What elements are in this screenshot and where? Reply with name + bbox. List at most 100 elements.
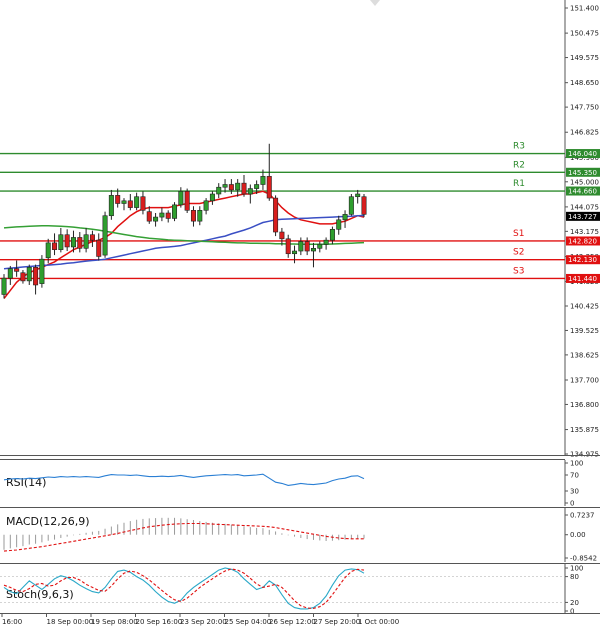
price-tick-label: 145.000 (570, 178, 599, 186)
candle-body (96, 239, 102, 257)
current-price-value: 143.727 (568, 213, 597, 221)
indicator-tick-label: 0.7237 (570, 512, 595, 520)
candle-body (52, 242, 58, 250)
time-tick-label: 1 Oct 00:00 (358, 618, 399, 626)
candle-body (83, 234, 89, 249)
rsi-line (3, 473, 365, 486)
candle-body (247, 188, 253, 195)
price-tick-label: 147.750 (570, 104, 599, 112)
price-tick-label: 135.875 (570, 426, 599, 434)
candle-body (26, 267, 32, 282)
time-tick-label: 23 Sep 20:00 (180, 618, 227, 626)
candle-body (216, 186, 222, 195)
time-tick-label: 26 Sep 12:00 (269, 618, 316, 626)
stoch-plot (0, 567, 565, 610)
price-tick-label: 150.475 (570, 30, 599, 38)
current-price-box (566, 211, 600, 221)
candle-body (153, 216, 159, 222)
candle-body (336, 219, 342, 230)
pivot-tag-r1 (566, 186, 600, 196)
candle-body (298, 241, 304, 252)
candle-body (310, 248, 316, 252)
pivot-value-r2: 145.350 (568, 169, 597, 177)
macd-plot (3, 517, 365, 552)
candle-body (317, 243, 323, 249)
candle-body (33, 267, 39, 286)
candle-body (241, 182, 247, 195)
candle-body (159, 212, 165, 218)
candle-body (323, 239, 329, 245)
candle-body (355, 193, 361, 198)
candle-body (14, 268, 20, 272)
candle-body (70, 237, 76, 248)
candle-body (178, 190, 184, 206)
stoch-d-line (3, 568, 365, 609)
candle-body (348, 196, 354, 215)
candle-body (329, 229, 335, 241)
macd-signal-line (3, 522, 364, 552)
candle-body (1, 277, 7, 295)
candle-body (140, 196, 146, 211)
price-plot-area (0, 0, 565, 455)
macd-title: MACD(12,26,9) (6, 515, 90, 528)
pivot-value-s1: 142.820 (568, 237, 597, 245)
macd-axis-ticks: 0.7237 0.00 -0.8542 (565, 512, 597, 563)
indicator-tick-label: 80 (570, 573, 579, 581)
time-tick-label: 18 Sep 00:00 (47, 618, 94, 626)
moving-average-line (3, 225, 365, 245)
candle-body (184, 190, 190, 211)
price-tick-label: 134.975 (570, 451, 599, 459)
time-tick-label: 25 Sep 04:00 (225, 618, 272, 626)
candle-body (190, 209, 196, 222)
candlesticks (1, 143, 367, 299)
indicator-tick-label: 70 (570, 472, 579, 480)
stoch-k-line (3, 567, 365, 610)
candle-body (172, 204, 178, 219)
macd-panel[interactable]: MACD(12,26,9) 0.7237 0.00 -0.8542 (3, 508, 597, 563)
candle-body (115, 195, 121, 204)
moving-average-line (3, 214, 365, 270)
pivot-tag-r3 (566, 149, 600, 159)
candle-body (102, 215, 108, 256)
candle-body (197, 209, 203, 222)
candle-body (222, 184, 228, 188)
rsi-panel[interactable]: RSI(14) 100 70 30 0 (3, 460, 583, 508)
candle-body (108, 195, 114, 217)
candle-body (134, 196, 140, 208)
candle-body (260, 176, 266, 185)
pivot-tag-r2 (566, 167, 600, 177)
candle-body (58, 234, 64, 250)
candle-body (266, 176, 272, 199)
price-tick-label: 139.525 (570, 327, 599, 335)
rsi-line (3, 473, 365, 486)
price-tick-label: 149.575 (570, 54, 599, 62)
indicator-tick-label: 0 (570, 608, 574, 616)
pivot-tag-s1 (566, 236, 600, 246)
pivot-value-s3: 141.440 (568, 275, 597, 283)
stoch-title: Stoch(9,6,3) (6, 588, 74, 601)
time-tick-label: 19 Sep 08:00 (91, 618, 138, 626)
price-panel[interactable]: 151.400 150.475 149.575 148.650 147.750 146.8… (0, 0, 600, 459)
indicator-tick-label: 30 (570, 488, 579, 496)
price-tick-label: 144.075 (570, 203, 599, 211)
moving-averages (3, 190, 365, 299)
pivot-tag-s2 (566, 255, 600, 265)
candle-body (228, 184, 234, 191)
pivot-levels: R3 146.040 R2 145.350 R1 144.660 S1 142.820 S2 14… (0, 142, 600, 283)
candle-body (77, 237, 83, 249)
candle-body (361, 196, 367, 215)
candle-body (292, 250, 298, 255)
candle-body (273, 197, 279, 233)
candle-body (121, 200, 127, 204)
price-tick-label: 143.175 (570, 228, 599, 236)
pivot-label-r2: R2 (513, 160, 525, 170)
candle-body (235, 182, 241, 191)
scroll-marker-icon[interactable] (370, 0, 380, 6)
candle-body (279, 231, 285, 240)
pivot-label-r1: R1 (513, 179, 525, 189)
candle-body (304, 241, 310, 252)
candle-body (203, 200, 209, 211)
pivot-label-r3: R3 (513, 142, 525, 152)
